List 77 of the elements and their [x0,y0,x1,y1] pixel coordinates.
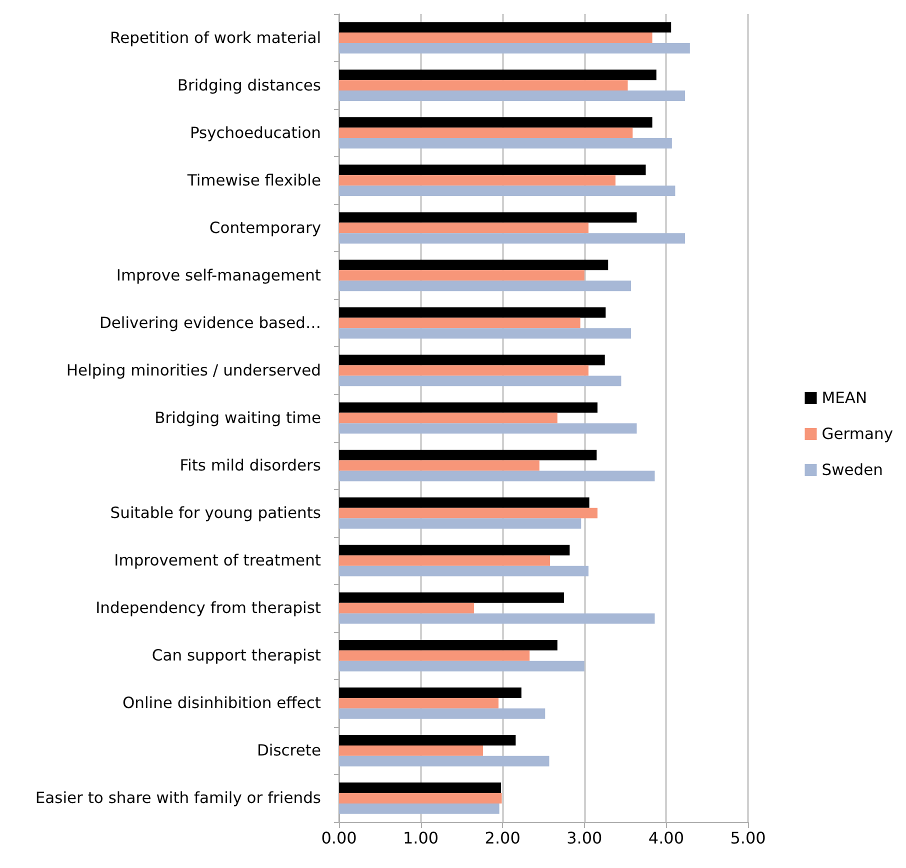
y-tick-label: Repetition of work material [110,28,321,47]
bar [339,497,590,508]
x-tick-label: 2.00 [484,828,520,848]
y-tick-label: Bridging waiting time [154,409,321,427]
bar [339,708,546,719]
x-tick-label: 5.00 [730,828,766,848]
bar [339,222,588,234]
bar [339,470,655,482]
bar [339,354,605,366]
bar [339,307,606,318]
bar [339,687,522,698]
bar [339,756,550,766]
bar [339,544,570,556]
x-tick-label: 3.00 [566,828,602,848]
bar [339,22,672,33]
y-tick-label: Easier to share with family or friends [35,789,321,808]
bar [339,90,686,101]
bar [339,70,656,80]
y-tick-label: Online disinhibition effect [122,694,321,712]
bar [339,412,558,424]
bar [339,164,646,176]
y-tick-label: Improve self-management [116,266,321,284]
bar [339,318,580,328]
bar [339,566,588,576]
y-tick-label: Timewise flexible [186,171,321,190]
bar [339,32,652,43]
bar [339,260,608,270]
bar [339,80,628,91]
y-tick-label: Improvement of treatment [114,552,321,570]
y-tick-label: Independency from therapist [96,599,321,618]
y-tick-label: Discrete [256,742,321,760]
bar [339,735,516,746]
bar [339,270,584,281]
bar [339,613,655,624]
bar [339,640,558,650]
y-tick-label: Delivering evidence based… [99,314,321,332]
bar [339,328,632,339]
bar [339,186,676,196]
y-tick-label: Helping minorities / underserved [66,361,321,380]
bar [339,117,652,128]
bar [339,508,598,518]
bar [339,592,564,603]
bar [339,745,483,756]
bar [339,233,686,244]
y-tick-label: Fits mild disorders [180,456,321,475]
bar [339,450,597,460]
x-tick-label: 4.00 [648,828,684,848]
bar [339,280,632,292]
bar [339,376,622,386]
bar [339,175,616,186]
bar [339,782,501,794]
bar [339,650,530,661]
x-tick-label: 0.00 [321,828,357,848]
bar [339,518,582,529]
bar [339,602,474,614]
bar [339,423,637,434]
bar [339,365,588,376]
bar [339,460,540,471]
legend-label: MEAN [822,389,868,407]
bar [339,42,690,54]
y-tick-label: Bridging distances [177,76,321,94]
legend-label: Sweden [822,461,884,479]
bar [339,660,584,672]
legend-label: Germany [822,425,894,443]
bar [339,698,499,708]
y-tick-label: Psychoeducation [190,124,321,142]
bar [339,803,500,814]
bar [339,555,550,566]
y-tick-label: Can support therapist [152,646,321,665]
y-tick-label: Contemporary [209,218,321,237]
bar [339,212,637,223]
bar [339,402,598,413]
y-tick-label: Suitable for young patients [110,504,321,522]
bar [339,128,633,138]
bar [339,138,672,149]
x-tick-label: 1.00 [402,828,439,848]
bar [339,793,502,804]
